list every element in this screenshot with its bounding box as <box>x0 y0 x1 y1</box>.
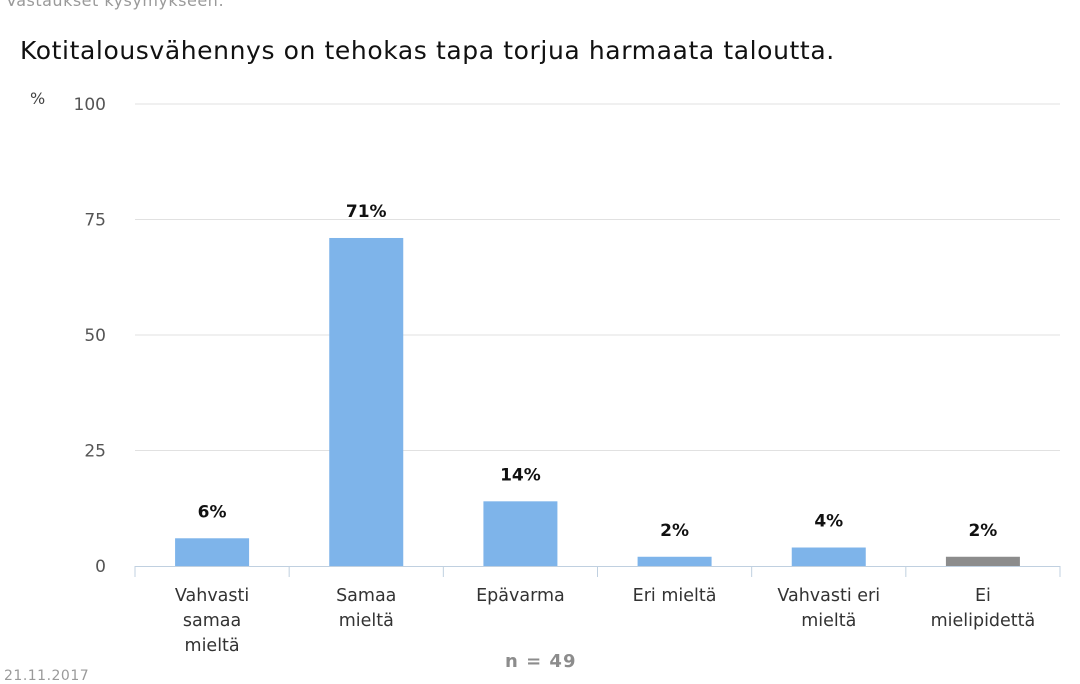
bar <box>637 556 712 566</box>
y-tick-label: 75 <box>84 211 106 231</box>
bar <box>483 501 558 566</box>
bar <box>175 538 250 566</box>
x-tick-label: Samaa mieltä <box>336 586 396 631</box>
bar <box>945 556 1020 566</box>
y-axis-unit-label: % <box>30 89 45 108</box>
chart-title: Kotitalousvähennys on tehokas tapa torju… <box>20 36 835 65</box>
x-tick-label: Eri mieltä <box>633 586 717 606</box>
x-tick-label: Ei mielipidettä <box>931 586 1036 631</box>
bar <box>329 237 404 567</box>
x-tick-label: Epävarma <box>476 586 565 606</box>
y-tick-label: 50 <box>84 326 106 346</box>
data-label: 4% <box>814 512 843 532</box>
data-label: 2% <box>660 521 689 541</box>
data-label: 71% <box>346 202 387 222</box>
x-tick-label: Vahvasti samaa mieltä <box>175 586 249 656</box>
data-label: 6% <box>198 502 227 522</box>
y-tick-label: 25 <box>84 442 106 462</box>
bar <box>791 547 866 566</box>
sample-size-label: n = 49 <box>505 651 577 672</box>
y-tick-label: 100 <box>74 95 106 115</box>
question-prefix: Vastaukset kysymykseen: <box>6 0 225 10</box>
x-tick-label: Vahvasti eri mieltä <box>777 586 880 631</box>
data-label: 14% <box>500 465 541 485</box>
y-tick-label: 0 <box>95 557 106 577</box>
date-label: 21.11.2017 <box>4 668 90 684</box>
data-label: 2% <box>968 521 997 541</box>
